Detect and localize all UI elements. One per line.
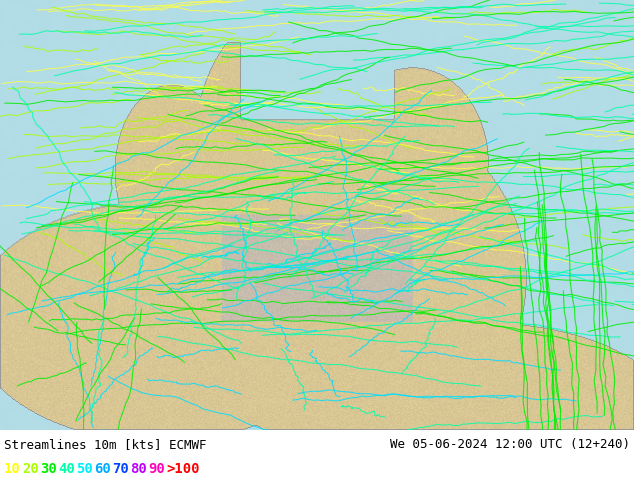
Text: We 05-06-2024 12:00 UTC (12+240): We 05-06-2024 12:00 UTC (12+240) bbox=[390, 438, 630, 451]
Text: 40: 40 bbox=[58, 462, 75, 476]
Text: 10: 10 bbox=[4, 462, 21, 476]
Text: 60: 60 bbox=[94, 462, 111, 476]
Text: 50: 50 bbox=[76, 462, 93, 476]
Text: 90: 90 bbox=[148, 462, 165, 476]
Text: 80: 80 bbox=[130, 462, 146, 476]
Text: 70: 70 bbox=[112, 462, 129, 476]
Text: Streamlines 10m [kts] ECMWF: Streamlines 10m [kts] ECMWF bbox=[4, 438, 207, 451]
Text: >100: >100 bbox=[166, 462, 200, 476]
Text: 30: 30 bbox=[40, 462, 57, 476]
Text: 20: 20 bbox=[22, 462, 39, 476]
